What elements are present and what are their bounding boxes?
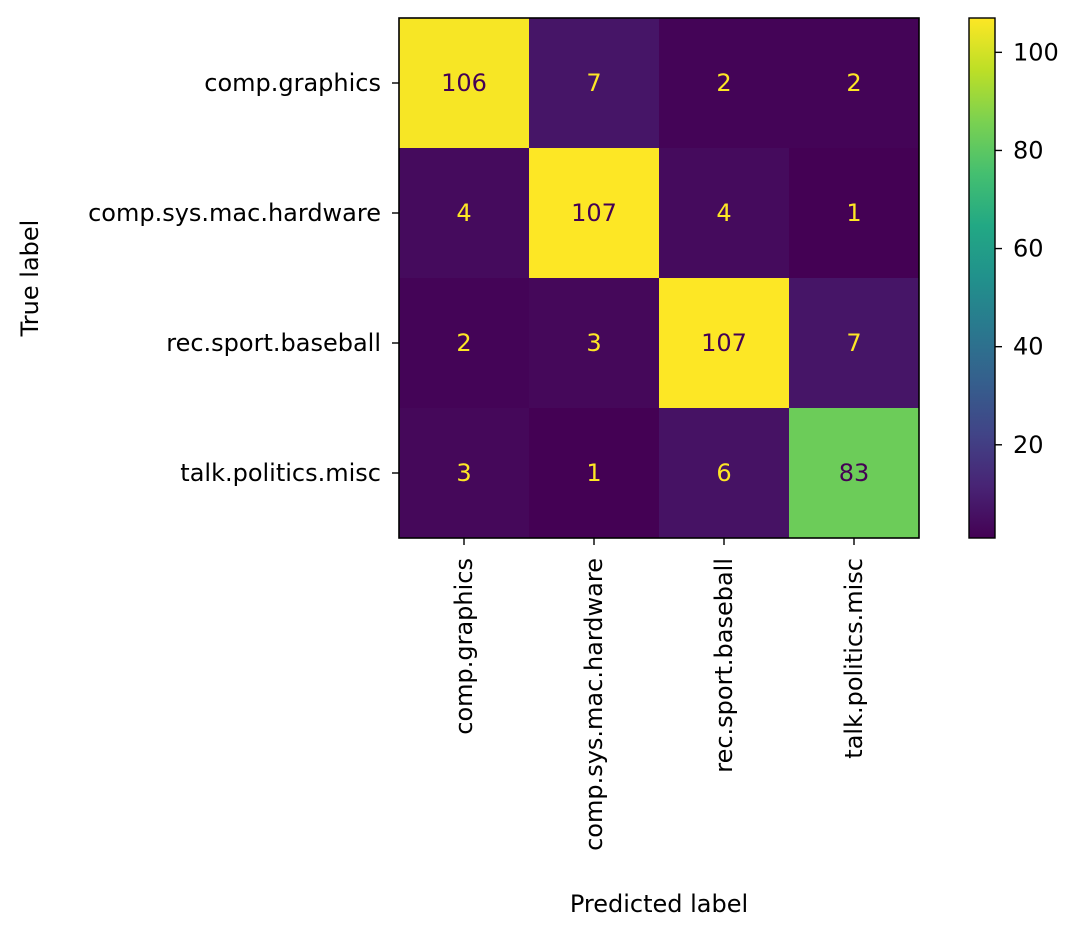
heatmap-cell xyxy=(659,278,790,409)
y-tick-label: comp.graphics xyxy=(204,69,381,97)
y-tick-label: comp.sys.mac.hardware xyxy=(88,199,381,227)
cell-value-label: 4 xyxy=(716,199,731,227)
y-tick-label: talk.politics.misc xyxy=(180,459,381,487)
x-axis-label: Predicted label xyxy=(570,890,748,918)
colorbar-tick-label: 40 xyxy=(1013,333,1044,361)
heatmap-cell xyxy=(399,278,530,409)
colorbar xyxy=(968,17,996,539)
y-tick-label: rec.sport.baseball xyxy=(166,329,381,357)
cell-value-label: 1 xyxy=(846,199,861,227)
cell-value-labels: 106 7 2 2 4 107 4 1 2 3 107 7 3 1 6 83 xyxy=(441,69,869,487)
heatmap-cell xyxy=(529,18,660,149)
cell-value-label: 6 xyxy=(716,459,731,487)
cell-value-label: 3 xyxy=(586,329,601,357)
heatmap-cell xyxy=(659,148,790,279)
cell-value-label: 2 xyxy=(456,329,471,357)
cell-value-label: 7 xyxy=(846,329,861,357)
heatmap-cell xyxy=(789,278,920,409)
cell-value-label: 7 xyxy=(586,69,601,97)
heatmap-cell xyxy=(529,148,660,279)
cell-value-label: 106 xyxy=(441,69,487,97)
heatmap-cell xyxy=(789,408,920,539)
plot-frame xyxy=(398,17,920,539)
heatmap-cell xyxy=(529,278,660,409)
cell-value-label: 1 xyxy=(586,459,601,487)
cell-value-label: 2 xyxy=(716,69,731,97)
heatmap-cell xyxy=(399,18,530,149)
heatmap-cell xyxy=(399,148,530,279)
heatmap-cell xyxy=(789,18,920,149)
colorbar-tick-label: 20 xyxy=(1013,431,1044,459)
heatmap-cell xyxy=(399,408,530,539)
y-axis-label: True label xyxy=(16,220,44,338)
heatmap-cell xyxy=(529,408,660,539)
cell-value-label: 3 xyxy=(456,459,471,487)
heatmap-cell xyxy=(659,18,790,149)
cell-value-label: 2 xyxy=(846,69,861,97)
x-tick-label: comp.graphics xyxy=(450,558,478,735)
colorbar-ticks: 20 40 60 80 100 xyxy=(995,38,1059,459)
heatmap-cell xyxy=(789,148,920,279)
x-tick-label: rec.sport.baseball xyxy=(710,558,738,773)
x-tick-label: comp.sys.mac.hardware xyxy=(580,558,608,851)
x-tick-label: talk.politics.misc xyxy=(840,558,868,759)
y-axis-ticks: comp.graphics comp.sys.mac.hardware rec.sp… xyxy=(88,69,399,487)
cell-value-label: 107 xyxy=(571,199,617,227)
cell-value-label: 4 xyxy=(456,199,471,227)
x-axis-ticks: comp.graphics comp.sys.mac.hardware rec.sp… xyxy=(450,538,868,851)
colorbar-tick-label: 100 xyxy=(1013,38,1059,66)
heatmap-cell xyxy=(659,408,790,539)
colorbar-tick-label: 80 xyxy=(1013,136,1044,164)
cell-value-label: 107 xyxy=(701,329,747,357)
cell-value-label: 83 xyxy=(839,459,870,487)
colorbar-tick-label: 60 xyxy=(1013,235,1044,263)
heatmap-cells xyxy=(399,18,920,539)
